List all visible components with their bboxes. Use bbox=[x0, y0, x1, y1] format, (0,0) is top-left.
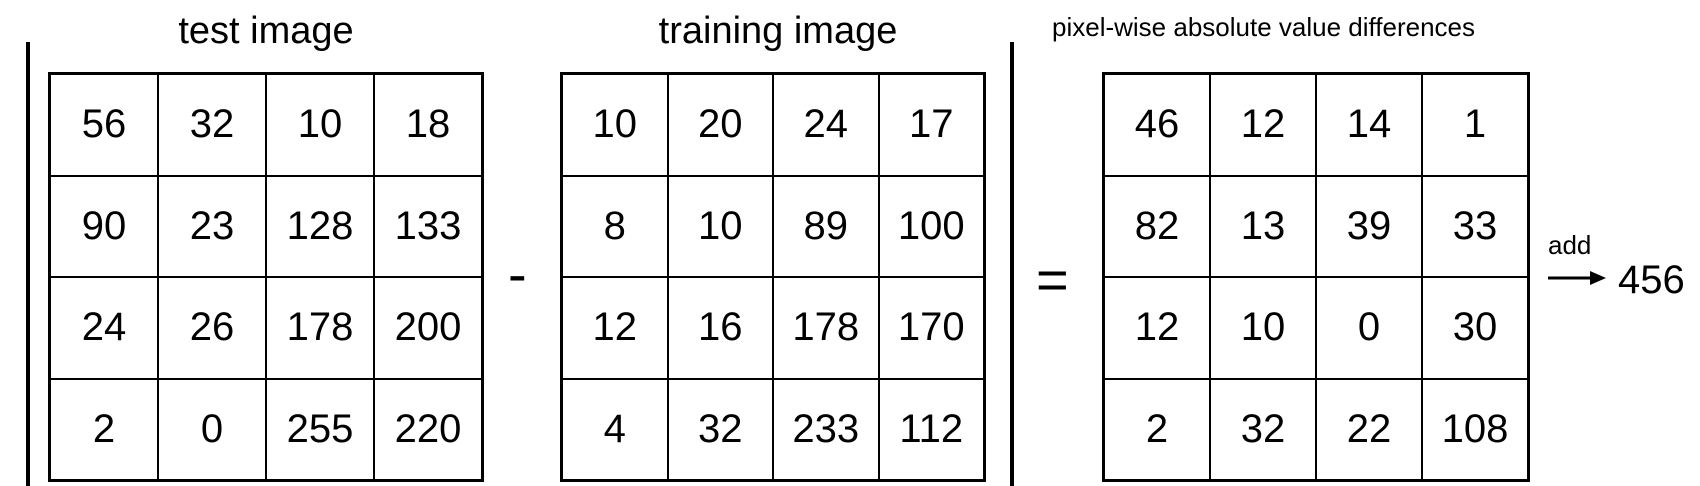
matrix-cell: 14 bbox=[1316, 74, 1422, 176]
matrix-cell: 10 bbox=[667, 175, 773, 277]
matrix-cell: 46 bbox=[1104, 74, 1210, 176]
matrix-cell: 32 bbox=[158, 74, 266, 176]
matrix-cell: 220 bbox=[374, 378, 482, 480]
matrix-cell: 8 bbox=[562, 175, 668, 277]
matrix-cell: 10 bbox=[1210, 277, 1316, 379]
matrix-cell: 0 bbox=[158, 378, 266, 480]
matrix-cell: 56 bbox=[50, 74, 158, 176]
matrix-cell: 112 bbox=[878, 378, 984, 480]
matrix-cell: 32 bbox=[1210, 378, 1316, 480]
matrix-cell: 233 bbox=[773, 378, 879, 480]
middle-divider-line bbox=[1010, 42, 1014, 486]
matrix-cell: 255 bbox=[266, 378, 374, 480]
matrix-cell: 100 bbox=[878, 175, 984, 277]
matrix-cell: 1 bbox=[1422, 74, 1528, 176]
matrix-cell: 22 bbox=[1316, 378, 1422, 480]
matrix-cell: 16 bbox=[667, 277, 773, 379]
sum-result: 456 bbox=[1618, 258, 1685, 302]
matrix-cell: 24 bbox=[50, 277, 158, 379]
training-image-grid: 10 20 24 17 8 10 89 100 12 16 178 170 4 32 233 112 bbox=[560, 72, 986, 482]
matrix-cell: 12 bbox=[562, 277, 668, 379]
matrix-cell: 89 bbox=[773, 175, 879, 277]
matrix-cell: 178 bbox=[773, 277, 879, 379]
matrix-cell: 90 bbox=[50, 175, 158, 277]
matrix-cell: 170 bbox=[878, 277, 984, 379]
matrix-cell: 178 bbox=[266, 277, 374, 379]
matrix-cell: 4 bbox=[562, 378, 668, 480]
matrix-cell: 12 bbox=[1210, 74, 1316, 176]
matrix-cell: 20 bbox=[667, 74, 773, 176]
matrix-cell: 128 bbox=[266, 175, 374, 277]
matrix-cell: 82 bbox=[1104, 175, 1210, 277]
matrix-cell: 133 bbox=[374, 175, 482, 277]
test-image-title: test image bbox=[178, 10, 354, 52]
matrix-cell: 18 bbox=[374, 74, 482, 176]
differences-title: pixel-wise absolute value differences bbox=[1052, 12, 1475, 42]
matrix-cell: 30 bbox=[1422, 277, 1528, 379]
matrix-cell: 39 bbox=[1316, 175, 1422, 277]
matrix-cell: 17 bbox=[878, 74, 984, 176]
equals-operator: = bbox=[1036, 248, 1069, 311]
matrix-cell: 200 bbox=[374, 277, 482, 379]
add-label: add bbox=[1548, 230, 1592, 260]
minus-operator: - bbox=[508, 242, 527, 305]
matrix-cell: 12 bbox=[1104, 277, 1210, 379]
matrix-cell: 2 bbox=[50, 378, 158, 480]
matrix-cell: 32 bbox=[667, 378, 773, 480]
left-divider-line bbox=[26, 42, 30, 486]
matrix-cell: 33 bbox=[1422, 175, 1528, 277]
training-image-title: training image bbox=[658, 10, 898, 52]
matrix-cell: 10 bbox=[266, 74, 374, 176]
matrix-cell: 24 bbox=[773, 74, 879, 176]
matrix-cell: 13 bbox=[1210, 175, 1316, 277]
matrix-cell: 0 bbox=[1316, 277, 1422, 379]
matrix-cell: 108 bbox=[1422, 378, 1528, 480]
matrix-cell: 23 bbox=[158, 175, 266, 277]
differences-grid: 46 12 14 1 82 13 39 33 12 10 0 30 2 32 22 108 bbox=[1102, 72, 1530, 482]
matrix-cell: 10 bbox=[562, 74, 668, 176]
matrix-cell: 26 bbox=[158, 277, 266, 379]
test-image-grid: 56 32 10 18 90 23 128 133 24 26 178 200 2 0 255 220 bbox=[48, 72, 484, 482]
matrix-cell: 2 bbox=[1104, 378, 1210, 480]
right-arrow-icon bbox=[1548, 271, 1606, 285]
